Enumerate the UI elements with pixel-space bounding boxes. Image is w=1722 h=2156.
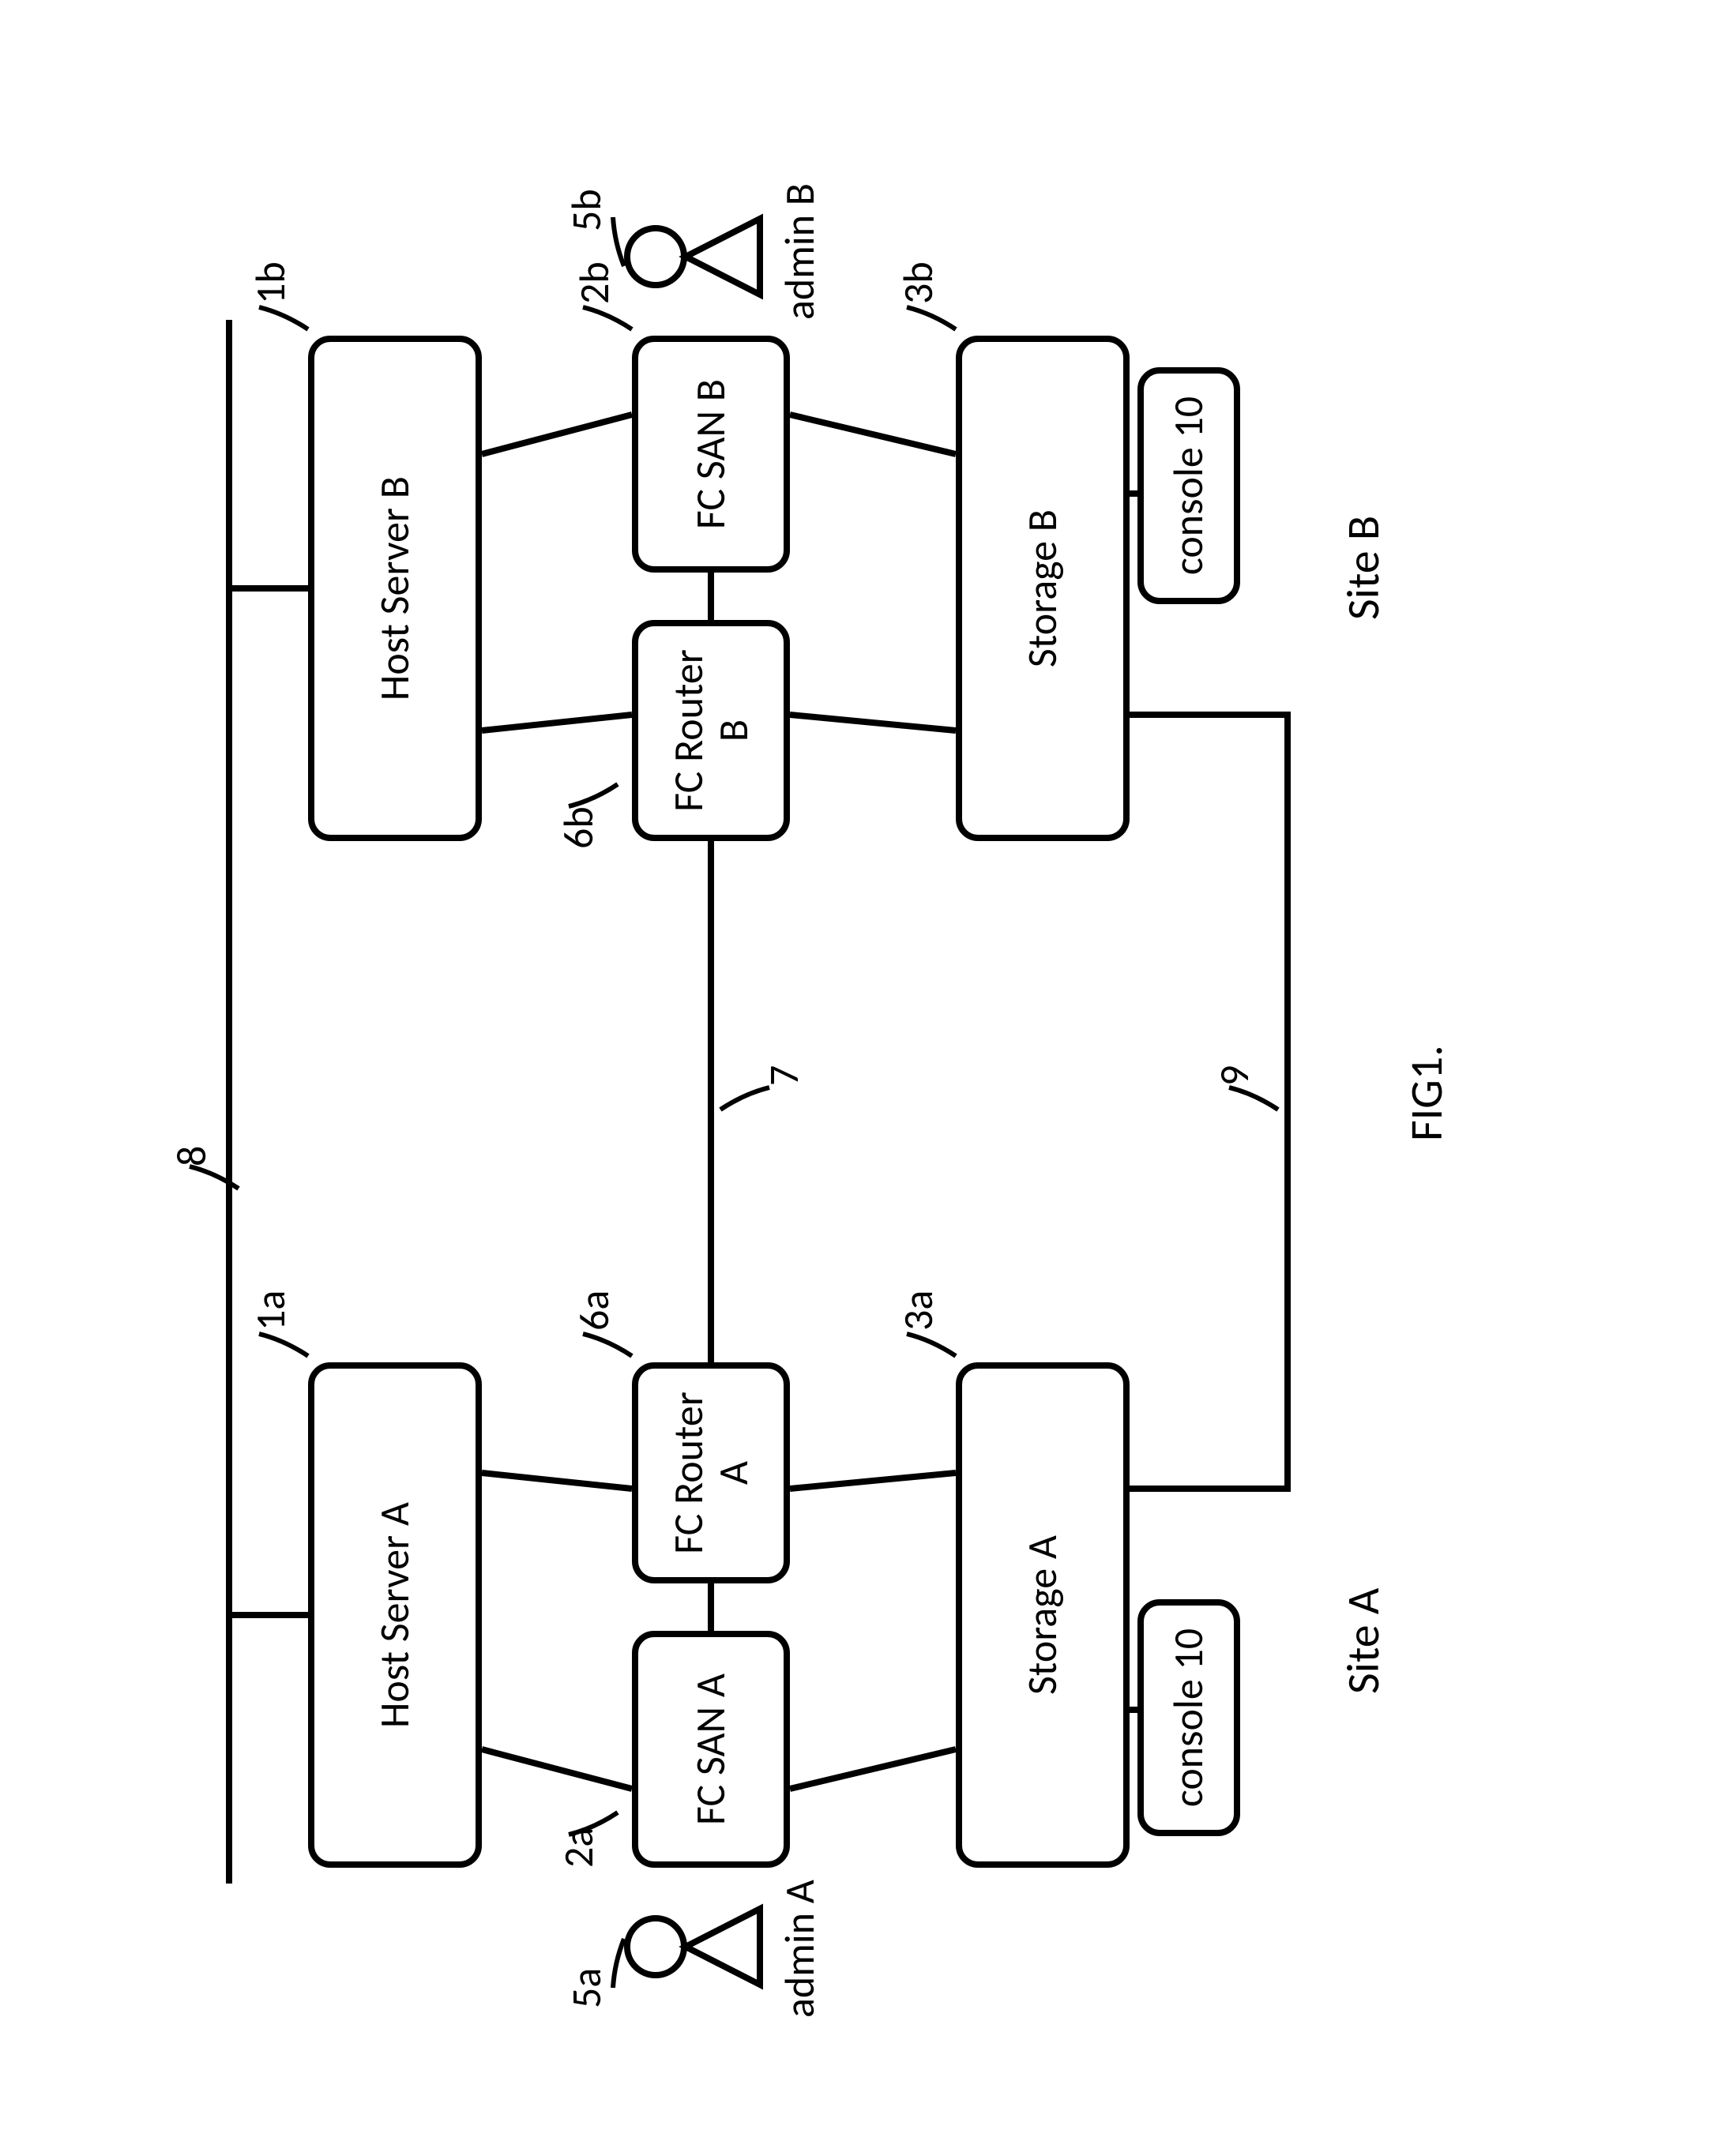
host-server-a-text: Host Server A [372, 1502, 417, 1728]
ref-squiggle-3a [907, 1334, 956, 1356]
edge-routerB-storageB [790, 715, 956, 731]
ref-3b: 3b [893, 261, 943, 304]
fc-san-b: FC SAN B [632, 336, 790, 573]
console-a-text: console 10 [1166, 1628, 1211, 1807]
ref-6b: 6b [553, 806, 603, 849]
ref-1a: 1a [245, 1290, 295, 1331]
admin-b-label: admin B [774, 183, 825, 320]
fc-san-b-text: FC SAN B [688, 379, 733, 529]
ref-squiggle-6b [569, 784, 618, 806]
network-diagram: Host Server A FC SAN A FC Router A Stora… [150, 130, 1572, 2026]
ref-squiggle-6a [583, 1334, 632, 1356]
console-a: console 10 [1137, 1599, 1240, 1836]
console-b-text: console 10 [1166, 396, 1211, 575]
ref-1b: 1b [245, 261, 295, 304]
fc-router-a: FC Router A [632, 1362, 790, 1583]
fc-router-b: FC Router B [632, 620, 790, 841]
edge-hostA-sanA [482, 1749, 632, 1789]
ref-squiggle-5a [613, 1939, 624, 1988]
ref-2b: 2b [569, 261, 619, 304]
ref-squiggle-2b [583, 307, 632, 329]
host-server-b: Host Server B [308, 336, 482, 841]
ref-5a: 5a [561, 1968, 611, 2008]
storage-a-text: Storage A [1020, 1535, 1065, 1695]
fc-san-a: FC SAN A [632, 1631, 790, 1868]
ref-2a: 2a [553, 1827, 603, 1868]
edge-hostA-routerA [482, 1473, 632, 1489]
ref-3a: 3a [893, 1290, 943, 1331]
figure-caption: FIG1. [1398, 1045, 1454, 1141]
admin-a-icon [624, 1899, 766, 1994]
site-b-label: Site B [1335, 516, 1391, 620]
ref-5b: 5b [561, 189, 611, 231]
storage-a: Storage A [956, 1362, 1130, 1868]
admin-b-icon [624, 209, 766, 304]
ref-squiggle-3b [907, 307, 956, 329]
fc-san-a-text: FC SAN A [688, 1673, 733, 1825]
ref-squiggle-9 [1229, 1087, 1278, 1110]
ref-squiggle-1a [259, 1334, 308, 1356]
admin-a-label: admin A [774, 1880, 825, 2018]
ref-squiggle-5b [613, 217, 624, 266]
fc-router-a-text: FC Router A [666, 1392, 756, 1554]
storage-b-text: Storage B [1020, 509, 1065, 667]
edge-hostB-routerB [482, 715, 632, 731]
edge-routerA-storageA [790, 1473, 956, 1489]
host-server-a: Host Server A [308, 1362, 482, 1868]
storage-b: Storage B [956, 336, 1130, 841]
console-b: console 10 [1137, 367, 1240, 604]
ref-8: 8 [166, 1146, 216, 1166]
ref-squiggle-1b [259, 307, 308, 329]
ref-9: 9 [1209, 1065, 1259, 1086]
edge-sanA-storageA [790, 1749, 956, 1789]
ref-7: 7 [758, 1065, 809, 1086]
edge-hostB-sanB [482, 415, 632, 454]
host-server-b-text: Host Server B [372, 476, 417, 701]
edge-sanB-storageB [790, 415, 956, 454]
site-a-label: Site A [1335, 1588, 1391, 1694]
ref-squiggle-7 [720, 1087, 769, 1110]
fc-router-b-text: FC Router B [666, 649, 756, 812]
ref-6a: 6a [569, 1290, 619, 1331]
